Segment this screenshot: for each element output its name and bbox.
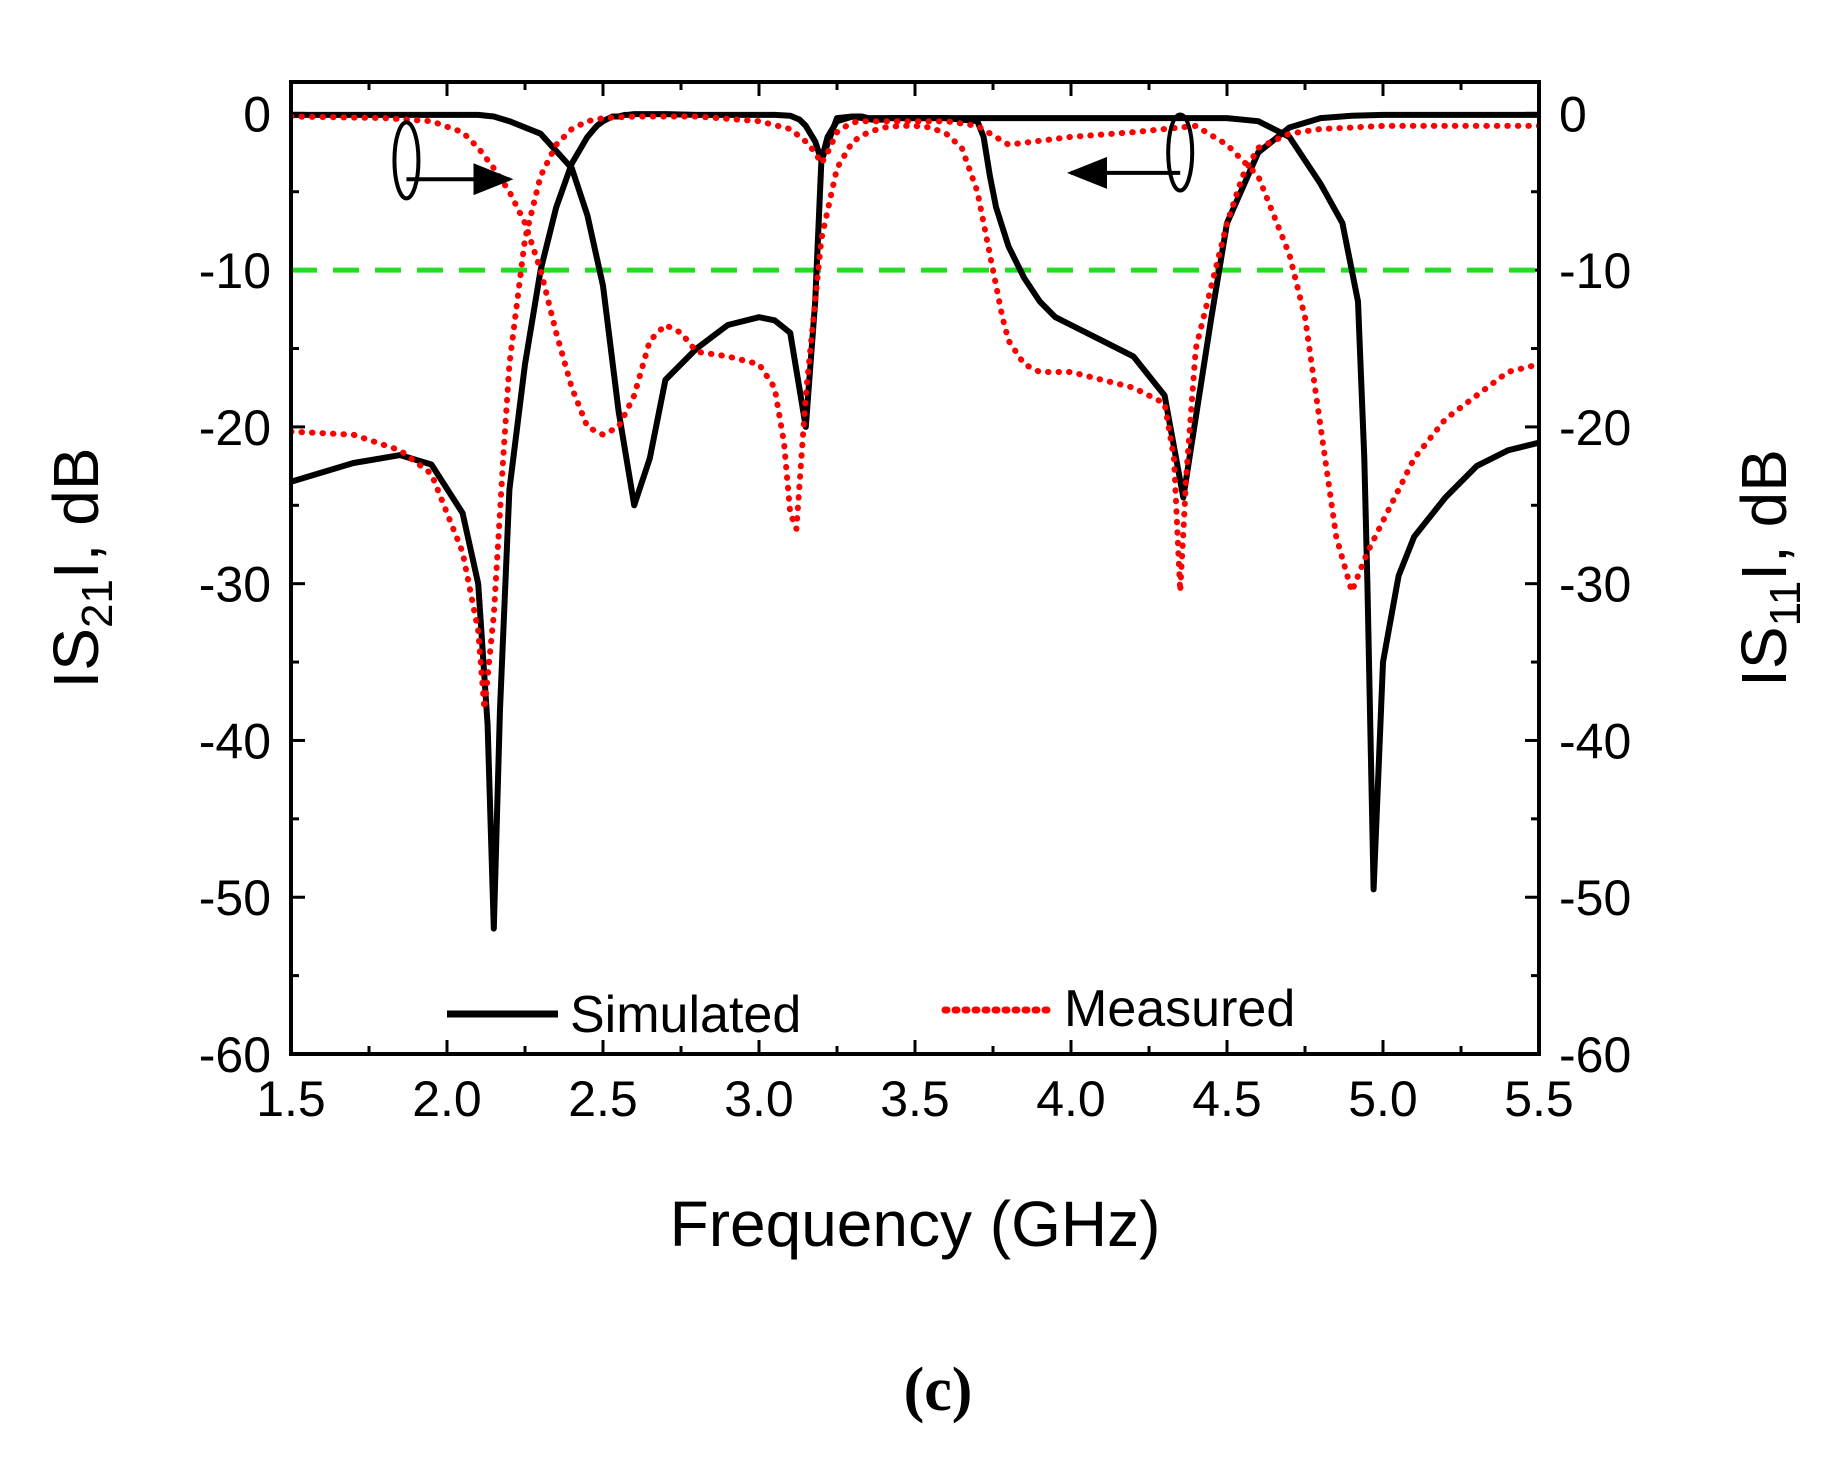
annotation-ellipse-left: [1166, 112, 1195, 193]
y-tick-label-left: -60: [199, 1027, 271, 1083]
y-tick-label-left: -40: [199, 713, 271, 769]
panel-label: (c): [904, 1356, 973, 1424]
y-tick-label-right: -20: [1559, 400, 1631, 456]
y-tick-label-right: -50: [1559, 870, 1631, 926]
series-layer: [291, 111, 1539, 932]
x-tick-label: 3.5: [880, 1071, 950, 1127]
legend-label-simulated: Simulated: [570, 986, 801, 1044]
y-tick-label-right: -60: [1559, 1027, 1631, 1083]
plot-frame: [289, 80, 1541, 1056]
y-tick-label-right: 0: [1559, 86, 1587, 142]
x-tick-label: 3.0: [724, 1071, 794, 1127]
y-axis-title-left: IS21I, dB: [40, 447, 122, 688]
y-tick-label-right: -40: [1559, 713, 1631, 769]
x-tick-label: 4.5: [1192, 1071, 1262, 1127]
series-measured-s21: [291, 113, 1539, 595]
x-tick-label: 5.0: [1348, 1071, 1418, 1127]
y-tick-label-right: -10: [1559, 243, 1631, 299]
x-axis-title: Frequency (GHz): [670, 1188, 1161, 1260]
y-tick-label-right: -30: [1559, 557, 1631, 613]
y-tick-label-left: 0: [243, 86, 271, 142]
x-tick-label: 4.0: [1036, 1071, 1106, 1127]
svg-text:IS21I, dB: IS21I, dB: [40, 447, 122, 688]
y-tick-label-left: -20: [199, 400, 271, 456]
y-axis-ticks: 0 0 -10 -10 -20 -20 -30 -30 -40 -40 -50 -50 -60 -60: [199, 86, 1632, 1083]
svg-text:IS11I, dB: IS11I, dB: [1728, 449, 1810, 687]
x-tick-label: 1.5: [256, 1071, 326, 1127]
legend-label-measured: Measured: [1064, 980, 1295, 1038]
y-tick-label-left: -50: [199, 870, 271, 926]
x-tick-label: 2.5: [568, 1071, 638, 1127]
x-tick-label: 2.0: [412, 1071, 482, 1127]
legend: Simulated Measured: [447, 980, 1295, 1044]
x-tick-label: 5.5: [1504, 1071, 1574, 1127]
annotation-ellipse-right: [392, 120, 421, 201]
series-measured-s11: [291, 113, 1539, 713]
x-axis-ticks: 1.5 2.0 2.5 3.0 3.5 4.0 4.5 5.0 5.5: [256, 82, 1574, 1127]
series-simulated-s11: [291, 111, 1539, 932]
annotations: [392, 112, 1195, 201]
y-tick-label-left: -30: [199, 557, 271, 613]
y-tick-label-left: -10: [199, 243, 271, 299]
y-axis-title-right: IS11I, dB: [1728, 449, 1810, 687]
